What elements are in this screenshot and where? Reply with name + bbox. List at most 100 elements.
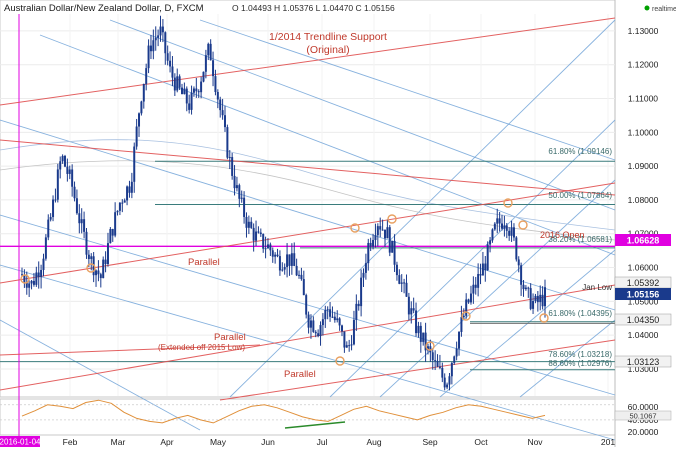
pivot-marker — [335, 356, 345, 366]
candle-body — [231, 157, 234, 176]
candle-body — [341, 325, 344, 332]
pivot-marker — [350, 223, 360, 233]
candle-body — [97, 270, 100, 275]
candle-body — [512, 227, 515, 238]
candle-body — [544, 287, 546, 307]
parallel-label-lower: Parallel — [284, 369, 316, 380]
candle-body — [393, 240, 396, 265]
rsi-line — [21, 399, 546, 424]
candle-body — [498, 218, 501, 224]
candle-body — [405, 282, 408, 297]
red-trendline — [0, 139, 616, 196]
candle-body — [403, 282, 406, 284]
y-tick-label: 1.08000 — [628, 195, 659, 205]
candle-body — [407, 296, 410, 315]
y-tick-label: 1.03000 — [628, 364, 659, 374]
candle-body — [338, 318, 341, 326]
candle-body — [415, 310, 418, 334]
candle-body — [496, 218, 499, 224]
rsi-trendline — [284, 421, 346, 429]
candle-body — [111, 229, 114, 236]
trend-support-title: 1/2014 Trendline Support — [269, 31, 387, 43]
candle-body — [462, 315, 465, 318]
fib-500-label: 50.00% (1.07864) — [548, 191, 612, 200]
candle-body — [54, 199, 57, 201]
x-tick-label: Nov — [527, 437, 543, 447]
candle-body — [169, 60, 172, 67]
candle-body — [95, 270, 98, 276]
candle-body — [212, 60, 215, 77]
candle-body — [417, 325, 420, 334]
candle-body — [240, 197, 243, 199]
candle-body — [534, 295, 537, 301]
candle-body — [536, 295, 539, 303]
candle-body — [278, 256, 281, 271]
candle-body — [73, 186, 76, 199]
x-tick-label: Mar — [111, 437, 126, 447]
candle-body — [37, 272, 40, 278]
rsi-axis-20: 20.0000 — [628, 427, 659, 437]
candle-body — [154, 37, 157, 41]
pivot-marker — [539, 313, 549, 323]
candle-body — [90, 256, 93, 259]
candle-body — [25, 281, 28, 288]
candle-body — [47, 219, 50, 238]
candle-body — [376, 226, 379, 236]
pivot-marker — [425, 341, 435, 351]
candle-body — [178, 76, 181, 88]
candle-body — [360, 277, 363, 307]
candle-body — [123, 200, 126, 203]
candle-body — [281, 269, 284, 271]
candle-body — [102, 259, 105, 279]
candle-body — [501, 223, 504, 229]
candle-body — [209, 43, 212, 61]
candle-body — [142, 83, 145, 102]
candle-body — [400, 282, 403, 284]
y-tick-label: 1.04000 — [628, 330, 659, 340]
candle-body — [40, 269, 43, 278]
candle-body — [326, 309, 329, 311]
candle-body — [92, 256, 95, 276]
candle-body — [307, 314, 310, 328]
candle-body — [190, 92, 193, 110]
candle-body — [539, 294, 542, 303]
channel-line — [0, 319, 201, 431]
candle-body — [441, 367, 444, 378]
candle-body — [541, 294, 544, 307]
support-1-price-tag — [614, 313, 672, 326]
candle-body — [28, 283, 31, 288]
candle-body — [443, 377, 446, 388]
x-tick-label: Jun — [261, 437, 275, 447]
candle-body — [49, 217, 52, 220]
candle-body — [116, 210, 119, 213]
candle-body — [489, 240, 492, 245]
channel-line — [229, 19, 616, 398]
candle-body — [68, 169, 71, 174]
candle-body — [114, 212, 117, 236]
ohlc-readout: O 1.04493 H 1.05376 L 1.04470 C 1.05156 — [232, 3, 395, 13]
x-tick-label: Oct — [474, 437, 488, 447]
channel-line — [0, 214, 616, 396]
candle-body — [135, 126, 138, 147]
candle-body — [381, 229, 384, 231]
candle-body — [424, 332, 427, 351]
candle-body — [66, 166, 69, 174]
pivot-marker — [503, 198, 513, 208]
candle-body — [448, 376, 451, 385]
candle-body — [152, 40, 155, 52]
date-start-text: 2016-01-04 — [0, 438, 41, 447]
candle-body — [204, 55, 207, 72]
candle-body — [188, 103, 191, 110]
candle-body — [269, 244, 272, 251]
candle-body — [176, 76, 179, 91]
candle-body — [138, 113, 141, 127]
candle-body — [109, 229, 112, 244]
candle-body — [472, 284, 475, 294]
candle-body — [223, 115, 226, 128]
candle-body — [412, 308, 415, 311]
candle-body — [290, 253, 293, 266]
candle-body — [388, 227, 391, 253]
candle-body — [157, 35, 160, 38]
